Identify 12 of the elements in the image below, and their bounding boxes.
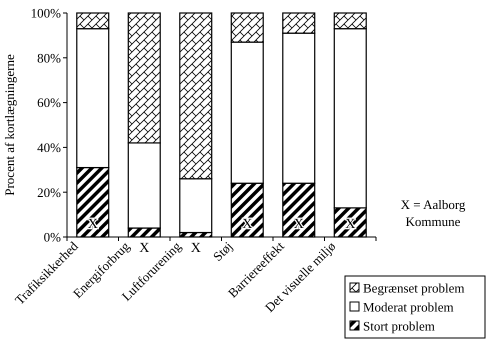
legend-label: Stort problem bbox=[363, 318, 435, 334]
y-tick-label: 0% bbox=[44, 230, 62, 245]
y-tick-label: 100% bbox=[30, 6, 62, 21]
legend-label: Begrænset problem bbox=[363, 280, 464, 296]
y-tick-label: 40% bbox=[37, 140, 62, 155]
text: X bbox=[190, 240, 201, 256]
text: X = Aalborg Kommune bbox=[400, 197, 466, 229]
y-tick-label: 80% bbox=[37, 50, 62, 66]
legend-label: Moderat problem bbox=[363, 300, 454, 315]
y-axis-title: Procent af kortlægningerne bbox=[2, 54, 17, 196]
y-tick-label: 20% bbox=[37, 184, 62, 200]
y-tick-label: 60% bbox=[37, 95, 62, 110]
